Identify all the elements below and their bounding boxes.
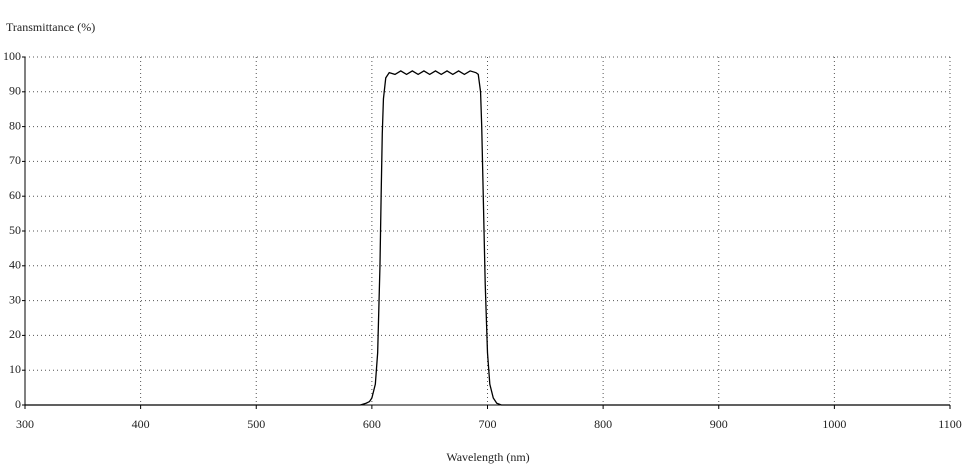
y-tick-label: 40 xyxy=(9,258,21,272)
x-axis-title: Wavelength (nm) xyxy=(446,450,529,464)
y-tick-label: 80 xyxy=(9,118,21,132)
y-tick-label: 70 xyxy=(9,153,21,167)
y-tick-label: 60 xyxy=(9,188,21,202)
x-tick-label: 700 xyxy=(479,417,497,431)
y-tick-label: 10 xyxy=(9,362,21,376)
y-tick-label: 30 xyxy=(9,292,21,306)
y-tick-label: 100 xyxy=(3,49,21,63)
x-tick-label: 1100 xyxy=(938,417,962,431)
x-tick-label: 800 xyxy=(594,417,612,431)
x-tick-label: 600 xyxy=(363,417,381,431)
x-tick-label: 500 xyxy=(247,417,265,431)
x-tick-label: 300 xyxy=(16,417,34,431)
data-line xyxy=(25,70,950,406)
x-tick-label: 900 xyxy=(710,417,728,431)
y-axis-title: Transmittance (%) xyxy=(6,20,95,34)
y-tick-label: 90 xyxy=(9,84,21,98)
y-tick-label: 0 xyxy=(15,397,21,411)
x-tick-label: 400 xyxy=(132,417,150,431)
y-tick-label: 20 xyxy=(9,327,21,341)
x-tick-label: 1000 xyxy=(822,417,846,431)
y-tick-label: 50 xyxy=(9,223,21,237)
